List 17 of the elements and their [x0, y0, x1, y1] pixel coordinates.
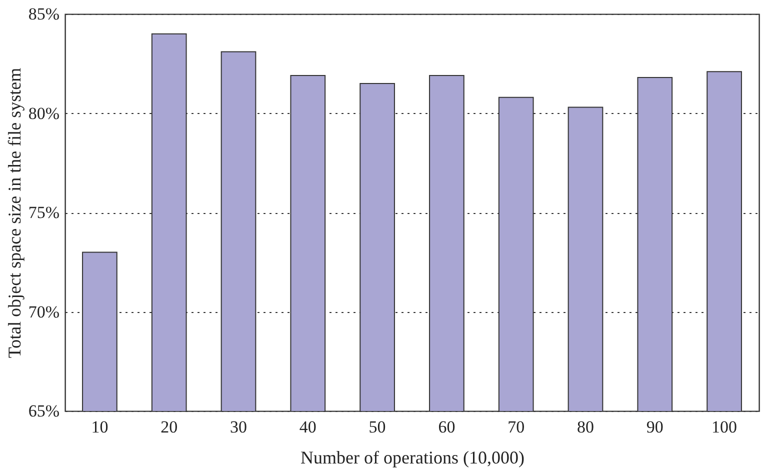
y-tick-label: 70%: [28, 302, 60, 322]
y-tick-label: 65%: [28, 402, 60, 420]
x-tick-label: 100: [712, 418, 738, 436]
y-axis-title: Total object space size in the file system: [4, 68, 24, 358]
x-tick-label: 60: [438, 418, 456, 436]
x-tick-label: 20: [160, 418, 178, 436]
x-tick-label: 50: [368, 418, 386, 436]
y-tick-label: 80%: [28, 104, 60, 123]
y-tick-label: 85%: [28, 4, 60, 24]
x-tick-label: 30: [230, 418, 247, 436]
x-tick-label: 90: [646, 418, 664, 436]
x-axis-title: Number of operations (10,000): [300, 448, 524, 468]
y-tick-label: 75%: [28, 203, 60, 222]
x-tick-label: 70: [508, 418, 525, 436]
x-tick-label: 80: [577, 418, 594, 436]
x-tick-label: 40: [299, 418, 316, 436]
x-tick-label: 10: [91, 418, 108, 436]
